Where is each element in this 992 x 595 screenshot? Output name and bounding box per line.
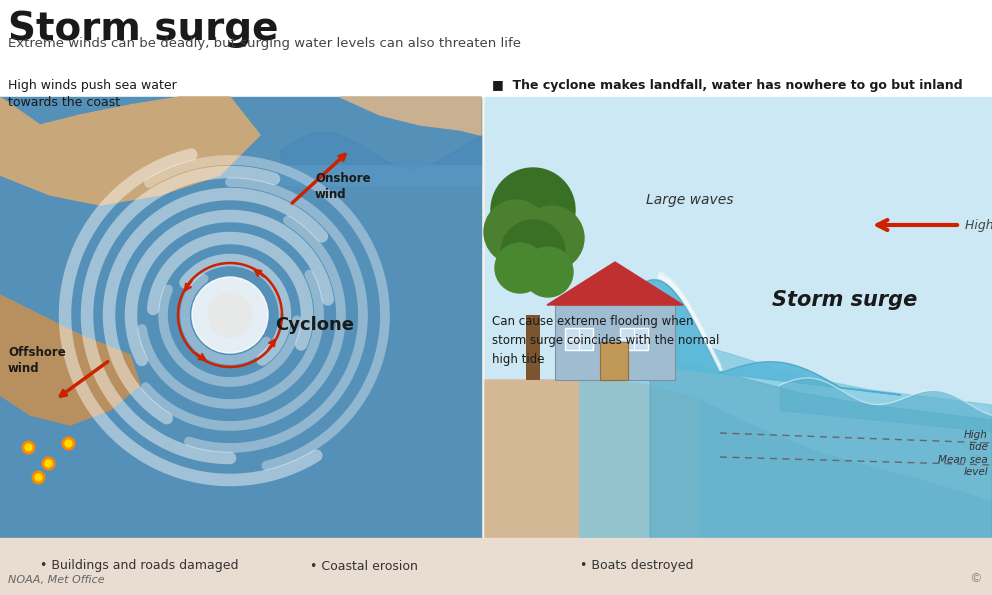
Polygon shape	[700, 400, 992, 538]
Text: • Buildings and roads damaged: • Buildings and roads damaged	[40, 559, 238, 572]
Text: Extreme winds can be deadly, but surging water levels can also threaten life: Extreme winds can be deadly, but surging…	[8, 37, 521, 50]
Polygon shape	[485, 380, 992, 538]
Bar	[565, 328, 593, 350]
Circle shape	[520, 206, 584, 270]
Polygon shape	[0, 295, 140, 425]
Polygon shape	[340, 97, 481, 135]
Bar	[0, 0, 992, 97]
Circle shape	[523, 247, 573, 297]
Text: • Boats destroyed: • Boats destroyed	[580, 559, 693, 572]
Polygon shape	[650, 355, 992, 538]
Text: Storm surge: Storm surge	[773, 290, 918, 310]
Circle shape	[484, 200, 548, 264]
Bar	[0, 538, 992, 595]
Text: Storm surge: Storm surge	[8, 10, 279, 48]
Bar	[600, 342, 628, 380]
Text: Large waves: Large waves	[646, 193, 734, 207]
Circle shape	[495, 243, 545, 293]
Bar	[0, 97, 481, 538]
Text: ■  The cyclone makes landfall, water has nowhere to go but inland: ■ The cyclone makes landfall, water has …	[492, 79, 962, 92]
Circle shape	[491, 168, 575, 252]
Circle shape	[192, 277, 268, 353]
Text: Offshore
wind: Offshore wind	[8, 346, 65, 374]
Text: Onshore
wind: Onshore wind	[315, 173, 371, 202]
Polygon shape	[547, 262, 683, 305]
Polygon shape	[580, 310, 992, 538]
Polygon shape	[0, 97, 260, 205]
Text: Cyclone: Cyclone	[275, 316, 354, 334]
Circle shape	[208, 293, 252, 337]
Bar	[555, 305, 675, 380]
Text: ©: ©	[969, 572, 982, 585]
Text: Can cause extreme flooding when
storm surge coincides with the normal
high tide: Can cause extreme flooding when storm su…	[492, 315, 719, 366]
Text: High winds push sea water
towards the coast: High winds push sea water towards the co…	[8, 79, 177, 109]
Text: • Coastal erosion: • Coastal erosion	[310, 559, 418, 572]
Circle shape	[501, 220, 565, 284]
Text: High
tide: High tide	[964, 430, 988, 452]
Bar	[526, 315, 540, 380]
Text: Mean sea
level: Mean sea level	[938, 455, 988, 477]
Bar	[485, 97, 992, 538]
Text: High winds: High winds	[965, 218, 992, 231]
Bar	[620, 328, 648, 350]
Text: NOAA, Met Office: NOAA, Met Office	[8, 575, 104, 585]
